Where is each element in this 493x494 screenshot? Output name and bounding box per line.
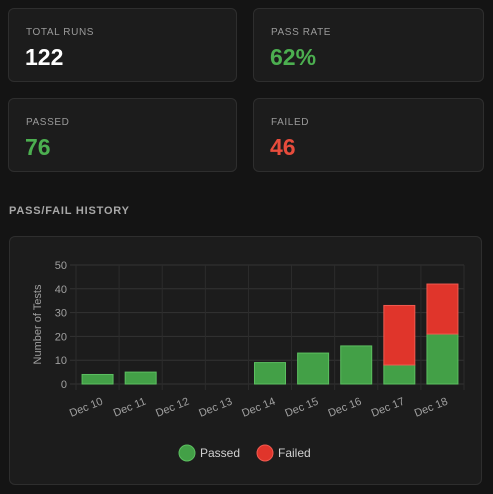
history-section-title: PASS/FAIL HISTORY [9, 205, 130, 217]
bar-passed [81, 373, 114, 385]
y-tick-label: 20 [55, 331, 67, 343]
y-tick-label: 50 [55, 260, 67, 272]
bar-passed [383, 364, 416, 385]
total-runs-card: TOTAL RUNS 122 [8, 8, 237, 82]
bar-passed [340, 345, 373, 385]
history-chart-card: 0 10 20 30 40 50 Number of Tests Dec 10 Dec 11 De… [9, 236, 482, 485]
failed-label: FAILED [271, 117, 310, 128]
x-tick-label: Dec 18 [413, 396, 450, 420]
legend-label: Failed [278, 446, 311, 460]
bar-passed [254, 362, 286, 385]
x-tick-label: Dec 12 [154, 396, 191, 420]
legend-marker [256, 444, 274, 462]
pass-rate-card: PASS RATE 62% [253, 8, 484, 82]
failed-value: 46 [270, 134, 296, 160]
x-tick-label: Dec 10 [68, 396, 105, 420]
y-tick-label: 0 [61, 379, 67, 391]
legend-label: Passed [200, 446, 240, 460]
y-axis-title: Number of Tests [32, 284, 44, 364]
bar-passed [124, 371, 157, 385]
x-tick-label: Dec 15 [283, 396, 320, 420]
bar-passed [426, 333, 459, 385]
failed-card: FAILED 46 [253, 98, 484, 172]
pass-rate-value: 62% [270, 44, 317, 70]
passed-value: 76 [25, 134, 51, 160]
x-tick-label: Dec 16 [327, 396, 364, 420]
x-tick-label: Dec 17 [370, 396, 407, 420]
pass-rate-label: PASS RATE [271, 27, 332, 38]
legend-marker [178, 444, 196, 462]
total-runs-label: TOTAL RUNS [26, 27, 95, 38]
x-tick-label: Dec 14 [240, 396, 277, 420]
bar-failed [383, 304, 416, 366]
passed-label: PASSED [26, 117, 70, 128]
bar-failed [426, 283, 459, 335]
total-runs-value: 122 [25, 44, 64, 70]
passed-card: PASSED 76 [8, 98, 237, 172]
x-tick-label: Dec 13 [197, 396, 234, 420]
y-tick-label: 30 [55, 308, 67, 320]
y-tick-label: 10 [55, 355, 67, 367]
y-tick-label: 40 [55, 284, 67, 296]
bar-passed [297, 352, 330, 385]
x-tick-label: Dec 11 [112, 396, 148, 420]
